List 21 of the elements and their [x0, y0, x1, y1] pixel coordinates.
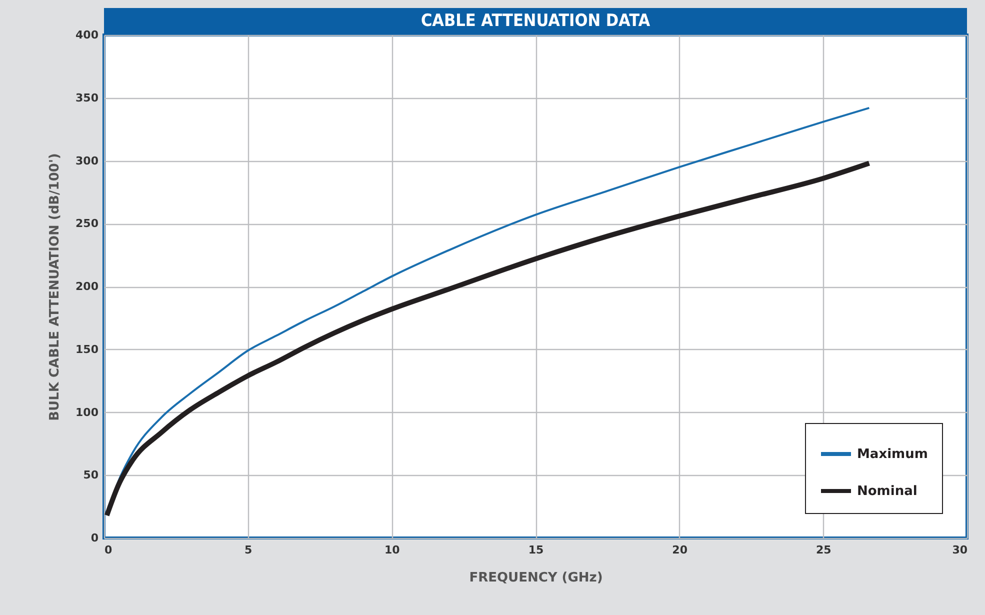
- y-axis-title: BULK CABLE ATTENUATION (dB/100'): [48, 153, 63, 421]
- x-tick-label: 10: [384, 544, 400, 556]
- chart-title: CABLE ATTENUATION DATA: [104, 8, 967, 34]
- y-tick-label: 300: [76, 154, 99, 168]
- y-tick-label: 200: [76, 280, 99, 293]
- x-tick-label: 30: [952, 544, 968, 556]
- x-tick-label: 0: [104, 544, 112, 556]
- x-tick-label: 20: [672, 544, 688, 556]
- y-tick-label: 150: [76, 342, 99, 356]
- y-tick-label: 0: [90, 532, 99, 544]
- x-axis-title: FREQUENCY (GHz): [469, 570, 603, 586]
- y-tick-label: 350: [76, 91, 99, 104]
- x-tick-label: 25: [816, 544, 832, 556]
- legend-label: Nominal: [857, 484, 918, 499]
- y-tick-label: 400: [76, 28, 99, 42]
- legend-label: Maximum: [857, 447, 928, 462]
- y-tick-label: 100: [76, 406, 99, 419]
- x-tick-label: 15: [528, 544, 544, 556]
- y-tick-label: 50: [83, 468, 99, 482]
- y-tick-label: 250: [76, 217, 99, 230]
- x-tick-label: 5: [244, 544, 252, 556]
